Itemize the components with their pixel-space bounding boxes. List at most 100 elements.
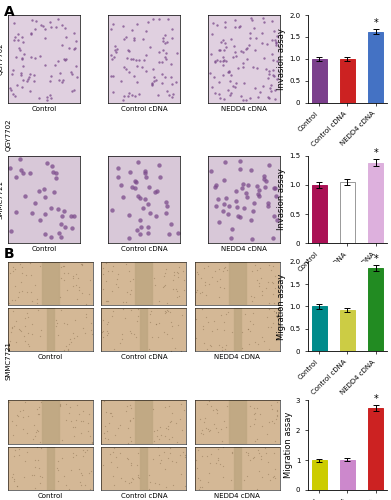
Point [31,471,38,479]
Point [175,320,181,328]
Point [25,412,31,420]
Point [241,476,247,484]
Point [272,86,278,94]
Point [206,428,212,436]
Point [254,486,260,494]
Point [169,80,175,88]
Text: A: A [4,5,14,19]
Point [214,56,221,64]
Point [10,263,16,271]
Point [29,16,35,24]
Point [63,55,69,63]
Point [54,319,60,327]
Point [220,36,226,44]
Point [226,68,232,76]
Point [174,293,180,301]
Point [124,454,130,462]
Point [142,168,148,176]
Point [126,68,132,76]
Text: B: B [4,248,14,262]
Point [263,176,269,184]
Point [34,426,40,434]
Point [245,326,251,334]
Point [152,480,158,488]
Point [32,25,38,33]
Bar [140,447,147,490]
Bar [312,306,327,351]
Point [270,72,276,80]
Point [160,282,166,290]
Point [22,192,28,200]
Point [120,194,126,202]
Point [251,404,257,412]
Point [248,292,255,300]
Point [203,291,209,299]
Point [169,34,175,42]
Point [59,21,65,29]
Point [135,306,141,314]
Point [169,93,175,101]
Point [130,54,136,62]
Point [71,30,77,38]
Point [259,422,265,430]
Point [25,340,31,348]
Point [74,332,80,340]
Point [156,15,162,23]
Point [111,346,117,354]
Point [151,438,158,446]
Point [173,458,179,466]
Point [123,408,129,416]
Point [262,444,268,452]
Point [132,184,138,192]
Point [127,277,133,285]
Point [251,420,257,428]
Point [99,328,106,336]
Point [117,340,124,347]
Point [127,417,133,425]
Point [228,71,235,79]
Point [6,268,13,276]
Point [42,34,48,42]
Point [29,210,35,218]
Point [70,282,76,290]
Point [38,444,44,452]
Text: *: * [373,148,378,158]
Point [220,70,226,78]
Point [240,48,246,56]
Point [179,426,185,434]
Point [127,168,133,175]
Point [271,184,278,192]
Point [140,56,147,64]
Point [115,270,121,278]
Point [68,212,75,220]
Point [134,226,140,234]
Point [108,25,114,33]
Point [178,400,184,407]
Point [70,449,76,457]
Point [86,485,93,493]
Point [248,216,254,224]
Point [170,276,176,284]
Point [273,40,279,48]
Point [72,212,78,220]
Point [109,267,116,275]
Point [163,198,169,205]
Point [18,83,25,91]
Point [63,400,70,408]
Point [256,410,263,418]
Point [156,297,162,305]
Point [82,448,88,456]
Point [58,220,65,228]
Point [217,94,223,102]
Point [10,66,16,74]
Bar [312,185,327,244]
Bar [234,308,241,351]
Point [137,230,143,238]
Point [272,464,278,472]
Point [32,456,38,464]
Point [68,418,74,426]
Point [261,172,267,179]
Point [111,444,117,452]
Point [215,428,221,436]
Point [109,206,115,214]
